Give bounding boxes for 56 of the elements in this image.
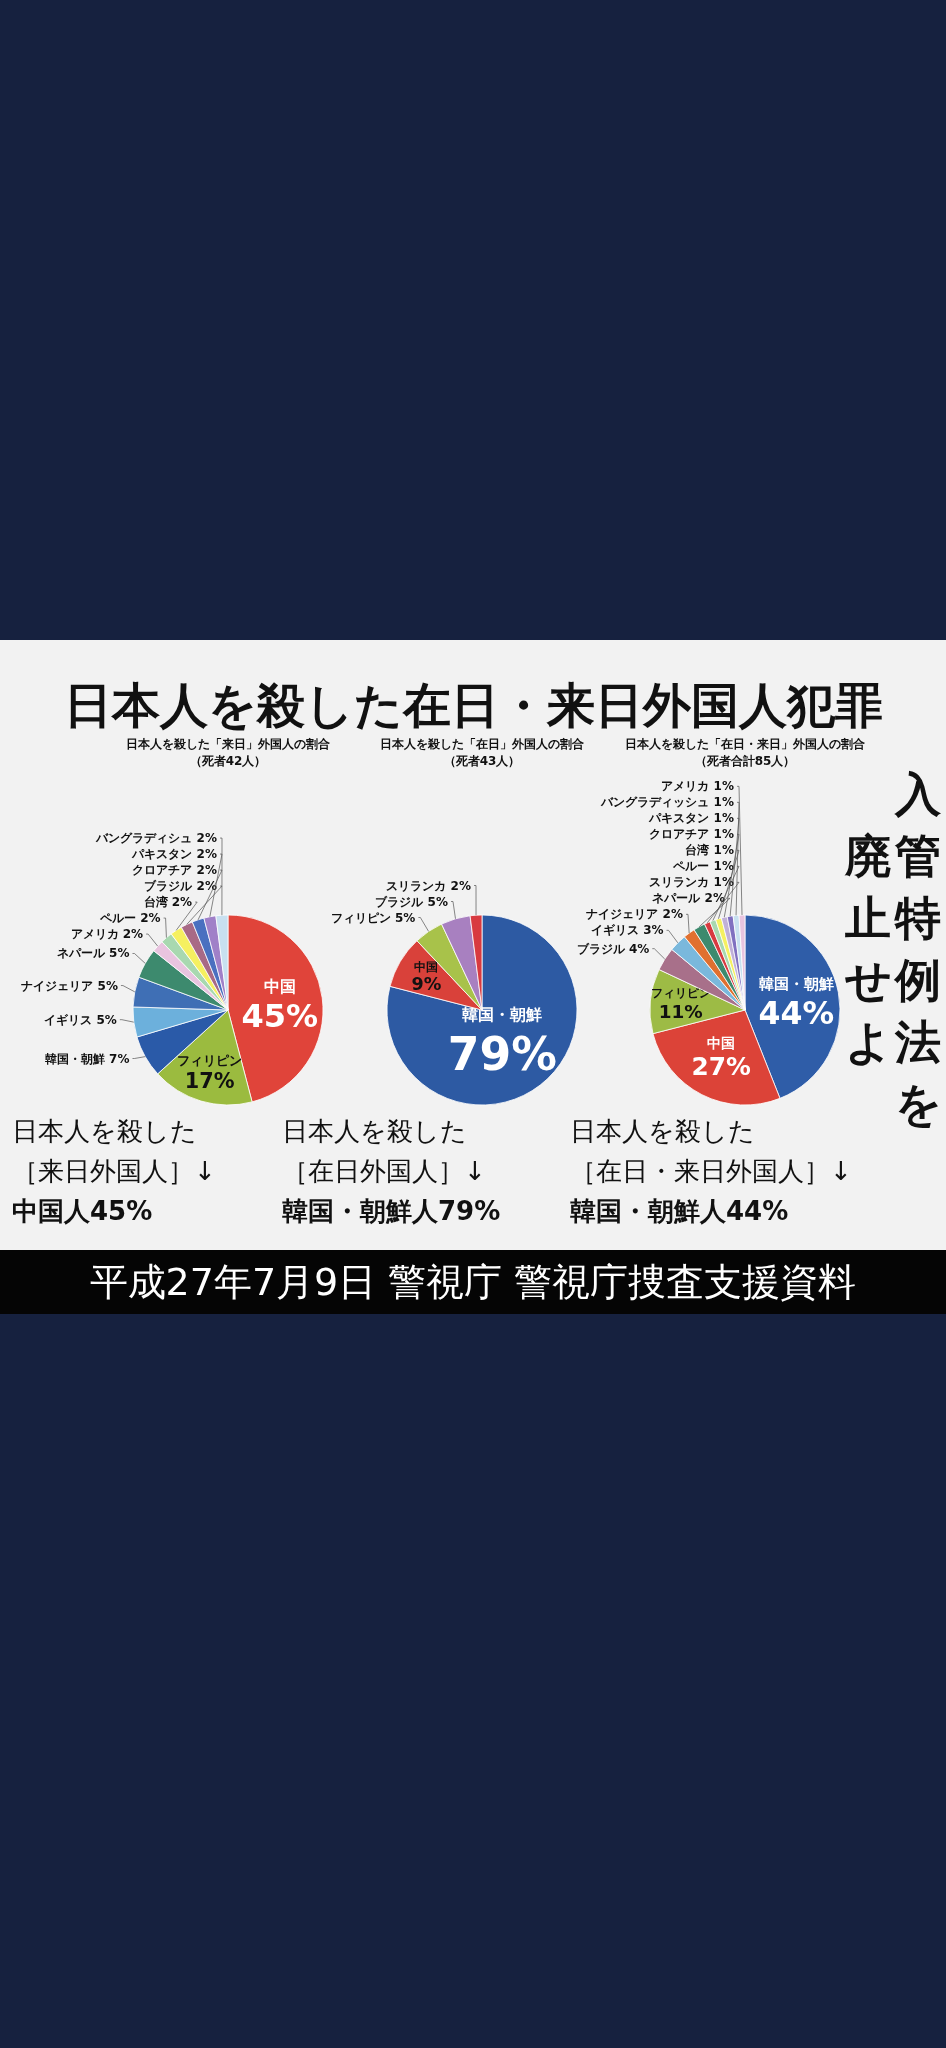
text: 中国人45% xyxy=(12,1196,153,1226)
slice-label: ブラジル 4% xyxy=(576,941,650,956)
text: ［在日外国人］↓ xyxy=(282,1156,486,1186)
slice-label: フィリピン 5% xyxy=(330,910,416,925)
text: 日本人を殺した在日・来日外国人犯罪 xyxy=(63,677,883,733)
slice-label: バングラディッシュ 1% xyxy=(600,795,734,810)
data-label: 79% xyxy=(447,1028,557,1082)
slice-label: ペルー 2% xyxy=(99,911,161,926)
chart-subtitle: （死者43人） xyxy=(443,754,521,768)
slice-label: ナイジェリア 5% xyxy=(21,978,118,993)
slice-label: イギリス 3% xyxy=(590,923,664,938)
slice-label: フィリピン xyxy=(177,1052,243,1068)
slice-label: ナイジェリア 2% xyxy=(586,907,684,922)
chart-title: 日本人を殺した「在日」外国人の割合 xyxy=(380,737,585,751)
slice-label: ネパール 2% xyxy=(652,891,725,906)
data-label: 11% xyxy=(658,1000,703,1022)
text: ［在日・来日外国人］↓ xyxy=(570,1156,852,1186)
slice-label: クロアチア 2% xyxy=(132,863,217,878)
text: 廃止せよ xyxy=(844,829,892,1069)
slice-label: 中国 xyxy=(263,978,296,997)
chart-title: 日本人を殺した「来日」外国人の割合 xyxy=(126,737,331,751)
slice-label: パキスタン 2% xyxy=(131,847,217,862)
text: 日本人を殺した xyxy=(570,1116,755,1146)
chart-title: 日本人を殺した「在日・来日」外国人の割合 xyxy=(625,737,866,751)
slice-label: イギリス 5% xyxy=(44,1012,117,1027)
slice-label: パキスタン 1% xyxy=(648,811,734,826)
slice-label: 台湾 1% xyxy=(685,843,734,858)
slice-label: スリランカ 1% xyxy=(649,875,734,890)
slice-label: 韓国・朝鮮 xyxy=(758,975,834,994)
slice-label: 中国 xyxy=(414,959,439,974)
text: 韓国・朝鮮人44% xyxy=(570,1196,789,1226)
slice-label: 中国 xyxy=(707,1034,736,1051)
text: 韓国・朝鮮人79% xyxy=(282,1196,501,1226)
slice-label: 韓国・朝鮮 7% xyxy=(44,1051,130,1066)
chart-subtitle: （死者42人） xyxy=(189,754,267,768)
data-label: 9% xyxy=(411,974,442,995)
data-label: 27% xyxy=(691,1052,752,1082)
slice-label: アメリカ 1% xyxy=(661,779,734,794)
chart-subtitle: （死者合計85人） xyxy=(694,754,796,768)
slice-label: クロアチア 1% xyxy=(649,827,734,842)
slice-label: バングラディシュ 2% xyxy=(95,831,217,846)
data-label: 45% xyxy=(241,997,319,1036)
text: ［来日外国人］↓ xyxy=(12,1156,216,1186)
data-label: 44% xyxy=(758,994,835,1031)
slice-label: ネパール 5% xyxy=(56,946,130,961)
data-label: 17% xyxy=(184,1068,235,1093)
slice-label: ブラジル 2% xyxy=(144,879,217,894)
text: 日本人を殺した xyxy=(282,1116,467,1146)
text: 日本人を殺した xyxy=(12,1116,197,1146)
slice-label: スリランカ 2% xyxy=(386,878,471,893)
text: 平成27年7月9日 警視庁 警視庁捜査支援資料 xyxy=(89,1260,857,1304)
slice-label: ペルー 1% xyxy=(672,859,734,874)
slice-label: ブラジル 5% xyxy=(375,894,448,909)
slice-label: アメリカ 2% xyxy=(70,927,144,942)
slice-label: 台湾 2% xyxy=(143,895,193,910)
text: 入管特例法を xyxy=(893,767,942,1131)
